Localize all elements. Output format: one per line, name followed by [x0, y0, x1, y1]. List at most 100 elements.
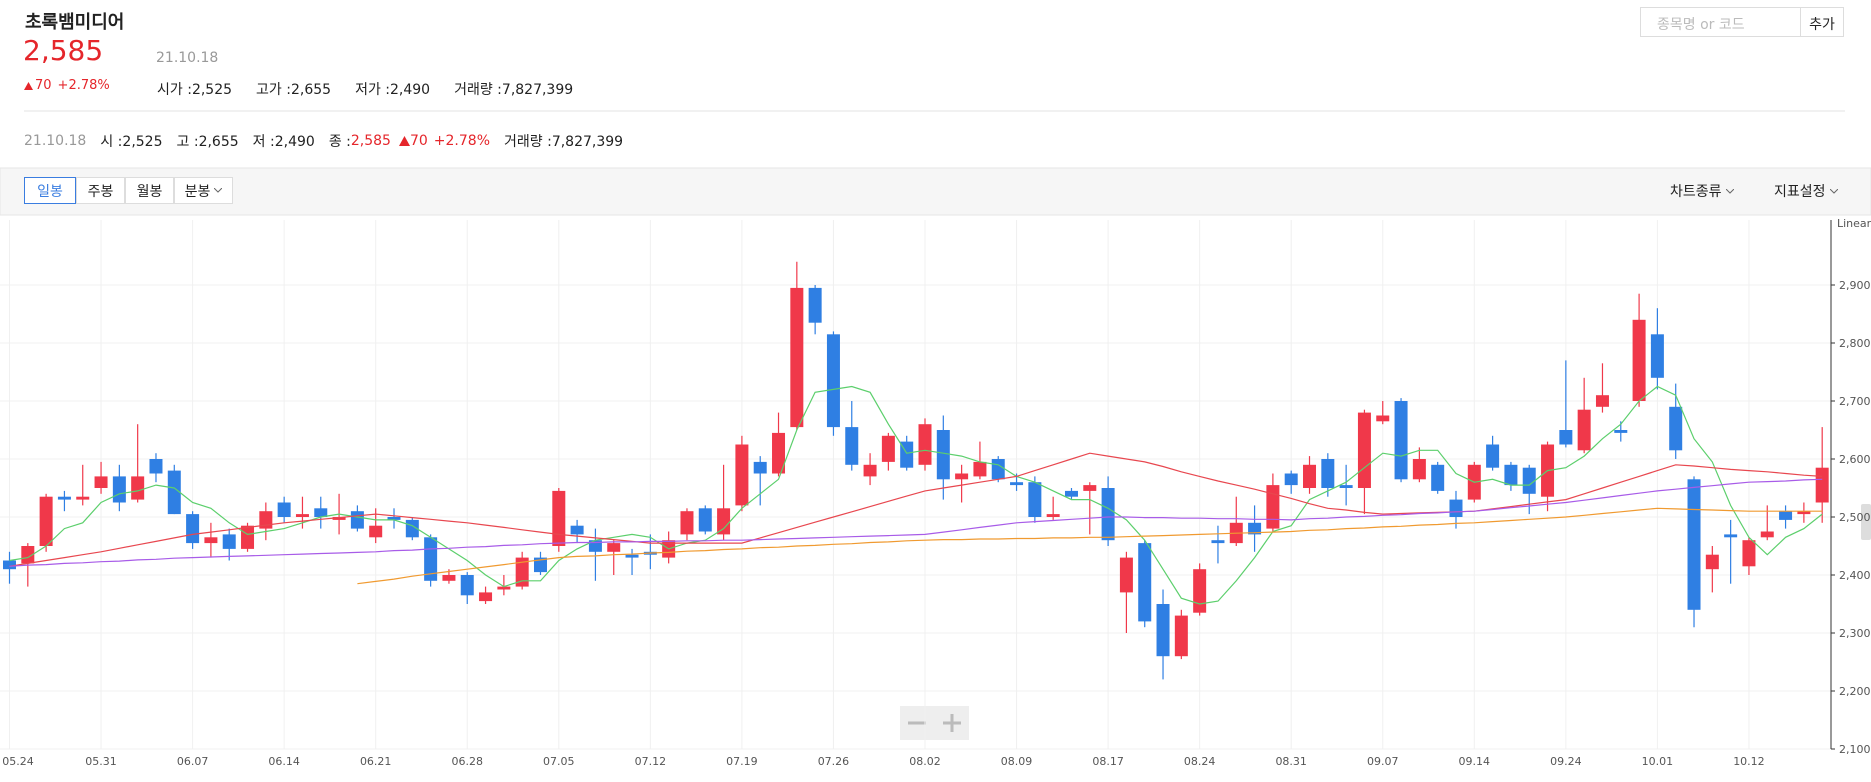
x-tick-label: 08.31 [1275, 755, 1307, 768]
moving-average-line [357, 507, 1823, 585]
candle-body [204, 537, 218, 544]
change: 70 +2.78% [24, 78, 110, 93]
candle-body [845, 427, 859, 465]
candle-body [1449, 499, 1463, 517]
period-button[interactable]: 월봉 [125, 177, 174, 204]
summary-item: 저 :2,490 [253, 131, 315, 151]
candle-body [1650, 334, 1664, 378]
add-button[interactable]: 추가 [1800, 7, 1844, 37]
candle-body [1614, 430, 1628, 433]
candle-body [570, 525, 584, 535]
candle-body [607, 543, 621, 552]
summary-date: 21.10.18 [24, 133, 87, 149]
x-tick-label: 09.07 [1367, 755, 1399, 768]
x-tick-label: 10.01 [1642, 755, 1674, 768]
menu-label: 차트종류 [1670, 184, 1722, 200]
toolbar-bg [0, 167, 1871, 216]
x-tick-label: 08.17 [1092, 755, 1124, 768]
stat-label: 거래량 : [454, 82, 502, 98]
candle-body [21, 546, 35, 564]
candle-body [1724, 534, 1738, 538]
candle-body [1522, 467, 1536, 494]
x-tick-label: 06.21 [360, 755, 392, 768]
candle-body [1083, 485, 1097, 491]
candle-body [460, 575, 474, 596]
summary-item: 고 :2,655 [177, 131, 239, 151]
candle-body [1156, 604, 1170, 657]
candle-body [167, 470, 181, 515]
candle-body [533, 557, 547, 573]
y-tick-label: 2,300 [1839, 627, 1871, 640]
period-button[interactable]: 일봉 [24, 177, 76, 204]
candle-body [936, 430, 950, 480]
candle-body [698, 508, 712, 532]
period-button[interactable]: 주봉 [76, 177, 125, 204]
candle-body [1742, 540, 1756, 567]
candle-body [1174, 615, 1188, 657]
candle-body [790, 287, 804, 428]
y-tick-label: 2,100 [1839, 743, 1871, 756]
candle-body [424, 537, 438, 581]
candle-body [1303, 464, 1317, 488]
candle-body [973, 461, 987, 477]
candle-body [277, 502, 291, 517]
summary-value: 2,655 [198, 134, 239, 150]
y-scale-label: Linear [1837, 217, 1871, 230]
up-arrow [24, 81, 33, 90]
candle-body [955, 473, 969, 480]
chevron [214, 188, 223, 193]
stat-value: 2,525 [191, 82, 233, 98]
chart-type-menu[interactable]: 차트종류 [1670, 181, 1734, 201]
summary-change: 70 [409, 133, 428, 149]
period-label: 일봉 [37, 183, 63, 200]
candle-body [1412, 459, 1426, 480]
candle-body [826, 334, 840, 428]
x-tick-label: 07.12 [635, 755, 667, 768]
candle-body [186, 514, 200, 544]
candle-body [497, 586, 511, 590]
candle-body [772, 432, 786, 474]
candle-body [991, 459, 1005, 480]
stat: 저가 :2,490 [355, 79, 430, 99]
summary: 21.10.18 시 :2,525 고 :2,655 저 :2,490 종 :2… [24, 131, 623, 151]
summary-label: 저 : [252, 134, 275, 150]
period-button[interactable]: 분봉 [174, 177, 233, 204]
indicator-menu[interactable]: 지표설정 [1774, 181, 1838, 201]
x-tick-label: 05.24 [2, 755, 34, 768]
zoom-in[interactable] [943, 714, 961, 732]
candle-body [1119, 557, 1133, 593]
candle-body [1010, 482, 1024, 486]
period-label: 분봉 [184, 183, 211, 200]
summary-label: 고 : [176, 134, 199, 150]
chevron [1725, 188, 1734, 194]
candle-body [1577, 409, 1591, 451]
candle-body [1248, 522, 1262, 535]
summary-label: 종 : [328, 134, 351, 150]
candle-body [1431, 464, 1445, 491]
candle-body [1193, 569, 1207, 613]
x-tick-label: 07.05 [543, 755, 575, 768]
candle-body [350, 511, 364, 529]
x-tick-label: 07.19 [726, 755, 758, 768]
stat-label: 시가 : [157, 82, 192, 98]
summary-label: 거래량 : [504, 134, 552, 150]
candle-body [717, 508, 731, 535]
stat-value: 2,655 [290, 82, 332, 98]
stat-value: 7,827,399 [501, 82, 574, 98]
change-value: 70 [35, 78, 52, 93]
x-tick-label: 05.31 [85, 755, 117, 768]
candle-body [3, 560, 16, 570]
side-handle[interactable] [1861, 504, 1871, 540]
y-tick-label: 2,500 [1839, 511, 1871, 524]
search-input[interactable]: 종목명 or 코드 [1640, 7, 1801, 37]
candle-body [1046, 514, 1060, 517]
candle-body [1266, 485, 1280, 529]
summary-value: 2,585 [350, 133, 391, 149]
moving-average-line [9, 478, 1823, 567]
candle-body [57, 496, 71, 500]
candle-body [1284, 473, 1298, 486]
candle-body [112, 476, 126, 503]
stat-value: 2,490 [390, 82, 431, 98]
candle-body [1376, 415, 1390, 422]
